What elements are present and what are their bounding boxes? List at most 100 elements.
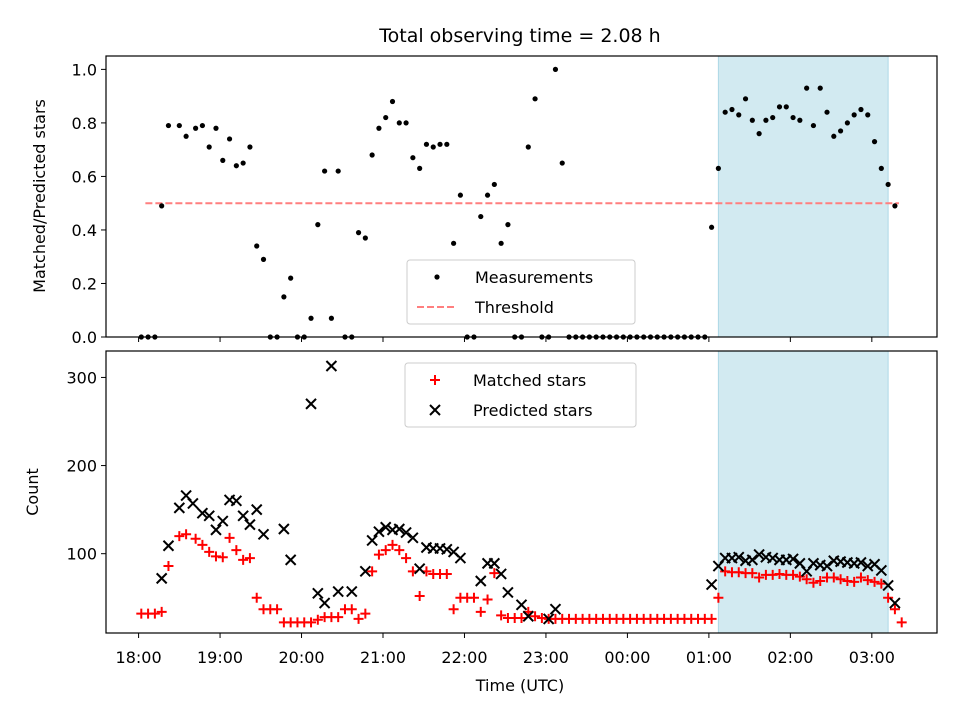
y-tick-label: 0.8: [72, 114, 97, 133]
measurement-point: [423, 141, 430, 147]
legend-box: [404, 362, 637, 428]
measurement-point: [281, 294, 287, 300]
measurement-point: [790, 114, 796, 121]
measurement-point: [417, 165, 423, 171]
matched-star-point: [489, 568, 500, 579]
measurement-point: [430, 144, 436, 150]
predicted-star-point: [373, 525, 385, 538]
x-tick-label: 23:00: [523, 648, 569, 667]
matched-star-point: [217, 552, 228, 563]
measurement-point: [532, 96, 538, 102]
measurement-point: [885, 181, 891, 188]
top-plot: 0.0 0.2 0.4 0.6 0.8 1.0 Measurements Threshold: [72, 55, 938, 347]
measurement-point: [763, 117, 769, 123]
measurement-point: [844, 120, 850, 126]
matched-star-point: [312, 614, 323, 625]
highlight-region: [717, 350, 889, 634]
predicted-star-point: [522, 610, 534, 622]
measurement-point: [176, 122, 182, 129]
matched-star-point: [448, 604, 459, 615]
predicted-star-point: [787, 553, 799, 565]
measurement-point: [498, 240, 504, 246]
matched-star-point: [788, 569, 799, 580]
predicted-star-point: [889, 597, 901, 609]
measurement-point: [865, 112, 871, 118]
matched-star-point: [190, 533, 201, 544]
measurement-point: [369, 152, 375, 158]
x-tick-label: 02:00: [767, 648, 813, 667]
highlight-region: [717, 55, 889, 338]
measurement-point: [824, 109, 830, 115]
measurement-point: [389, 98, 396, 105]
measurement-point: [206, 144, 212, 150]
measurement-point: [878, 165, 884, 171]
bottom-y-axis-label: Count: [23, 468, 42, 516]
predicted-star-point: [359, 565, 372, 578]
matched-star-point: [346, 604, 357, 615]
matched-star-point: [828, 572, 839, 583]
matched-star-point: [862, 575, 873, 586]
measurement-point: [892, 203, 898, 209]
legend-box: [406, 259, 636, 325]
measurement-point: [193, 125, 199, 131]
legend-marker: [430, 375, 440, 385]
matched-star-point: [883, 592, 894, 603]
measurement-point: [722, 109, 728, 115]
predicted-star-point: [488, 557, 501, 570]
predicted-star-point: [454, 552, 467, 564]
chart-title: Total observing time = 2.08 h: [378, 25, 660, 47]
measurement-point: [159, 203, 165, 209]
matched-star-point: [244, 553, 255, 564]
measurement-point: [451, 240, 457, 246]
predicted-star-point: [475, 575, 487, 587]
predicted-star-point: [318, 597, 331, 609]
matched-star-point: [380, 545, 391, 556]
matched-star-point: [896, 617, 907, 628]
matched-star-point: [387, 539, 398, 550]
measurement-point: [797, 117, 803, 123]
predicted-star-point: [733, 551, 745, 563]
matched-star-point: [855, 572, 866, 583]
matched-star-point: [713, 592, 724, 603]
predicted-star-point: [244, 518, 256, 531]
bottom-plot: 100 200 300 18:00 19:00 20:00 21:00 22:00 23:00 0…: [66, 350, 938, 667]
y-tick-label: 0.0: [72, 328, 97, 347]
predicted-star-point: [549, 603, 562, 615]
matched-star-point: [197, 539, 208, 550]
measurement-point: [288, 275, 294, 281]
measurement-point: [437, 141, 443, 147]
matched-star-point: [889, 604, 900, 615]
predicted-star-point: [284, 554, 297, 566]
measurement-point: [254, 243, 260, 249]
predicted-star-point: [705, 578, 718, 591]
measurement-point: [851, 112, 857, 118]
predicted-star-point: [187, 497, 199, 510]
predicted-star-point: [821, 560, 833, 572]
x-axis-label: Time (UTC): [475, 676, 564, 695]
top-y-axis-label: Matched/Predicted stars: [30, 99, 49, 293]
predicted-star-point: [305, 398, 317, 410]
measurement-point: [837, 128, 844, 134]
measurement-point: [165, 122, 172, 129]
measurement-point: [308, 315, 314, 321]
x-tick-label: 18:00: [116, 648, 162, 667]
x-tick-label: 03:00: [849, 648, 895, 667]
legend-marker: [434, 274, 440, 280]
measurement-point: [233, 163, 239, 169]
predicted-star-point: [882, 579, 894, 592]
predicted-star-point: [325, 360, 338, 372]
matched-star-point: [360, 608, 371, 619]
predicted-star-point: [278, 523, 290, 535]
y-tick-label: 300: [66, 368, 97, 387]
measurement-point: [804, 85, 810, 91]
measurement-point: [525, 144, 531, 150]
matched-star-point: [794, 571, 805, 582]
measurement-point: [729, 106, 735, 113]
measurement-point: [810, 122, 817, 129]
matched-star-point: [414, 590, 425, 601]
x-tick-label: 21:00: [360, 648, 406, 667]
measurement-point: [559, 160, 565, 166]
predicted-star-point: [407, 532, 419, 544]
measurement-point: [457, 192, 463, 198]
x-tick-label: 00:00: [604, 648, 650, 667]
